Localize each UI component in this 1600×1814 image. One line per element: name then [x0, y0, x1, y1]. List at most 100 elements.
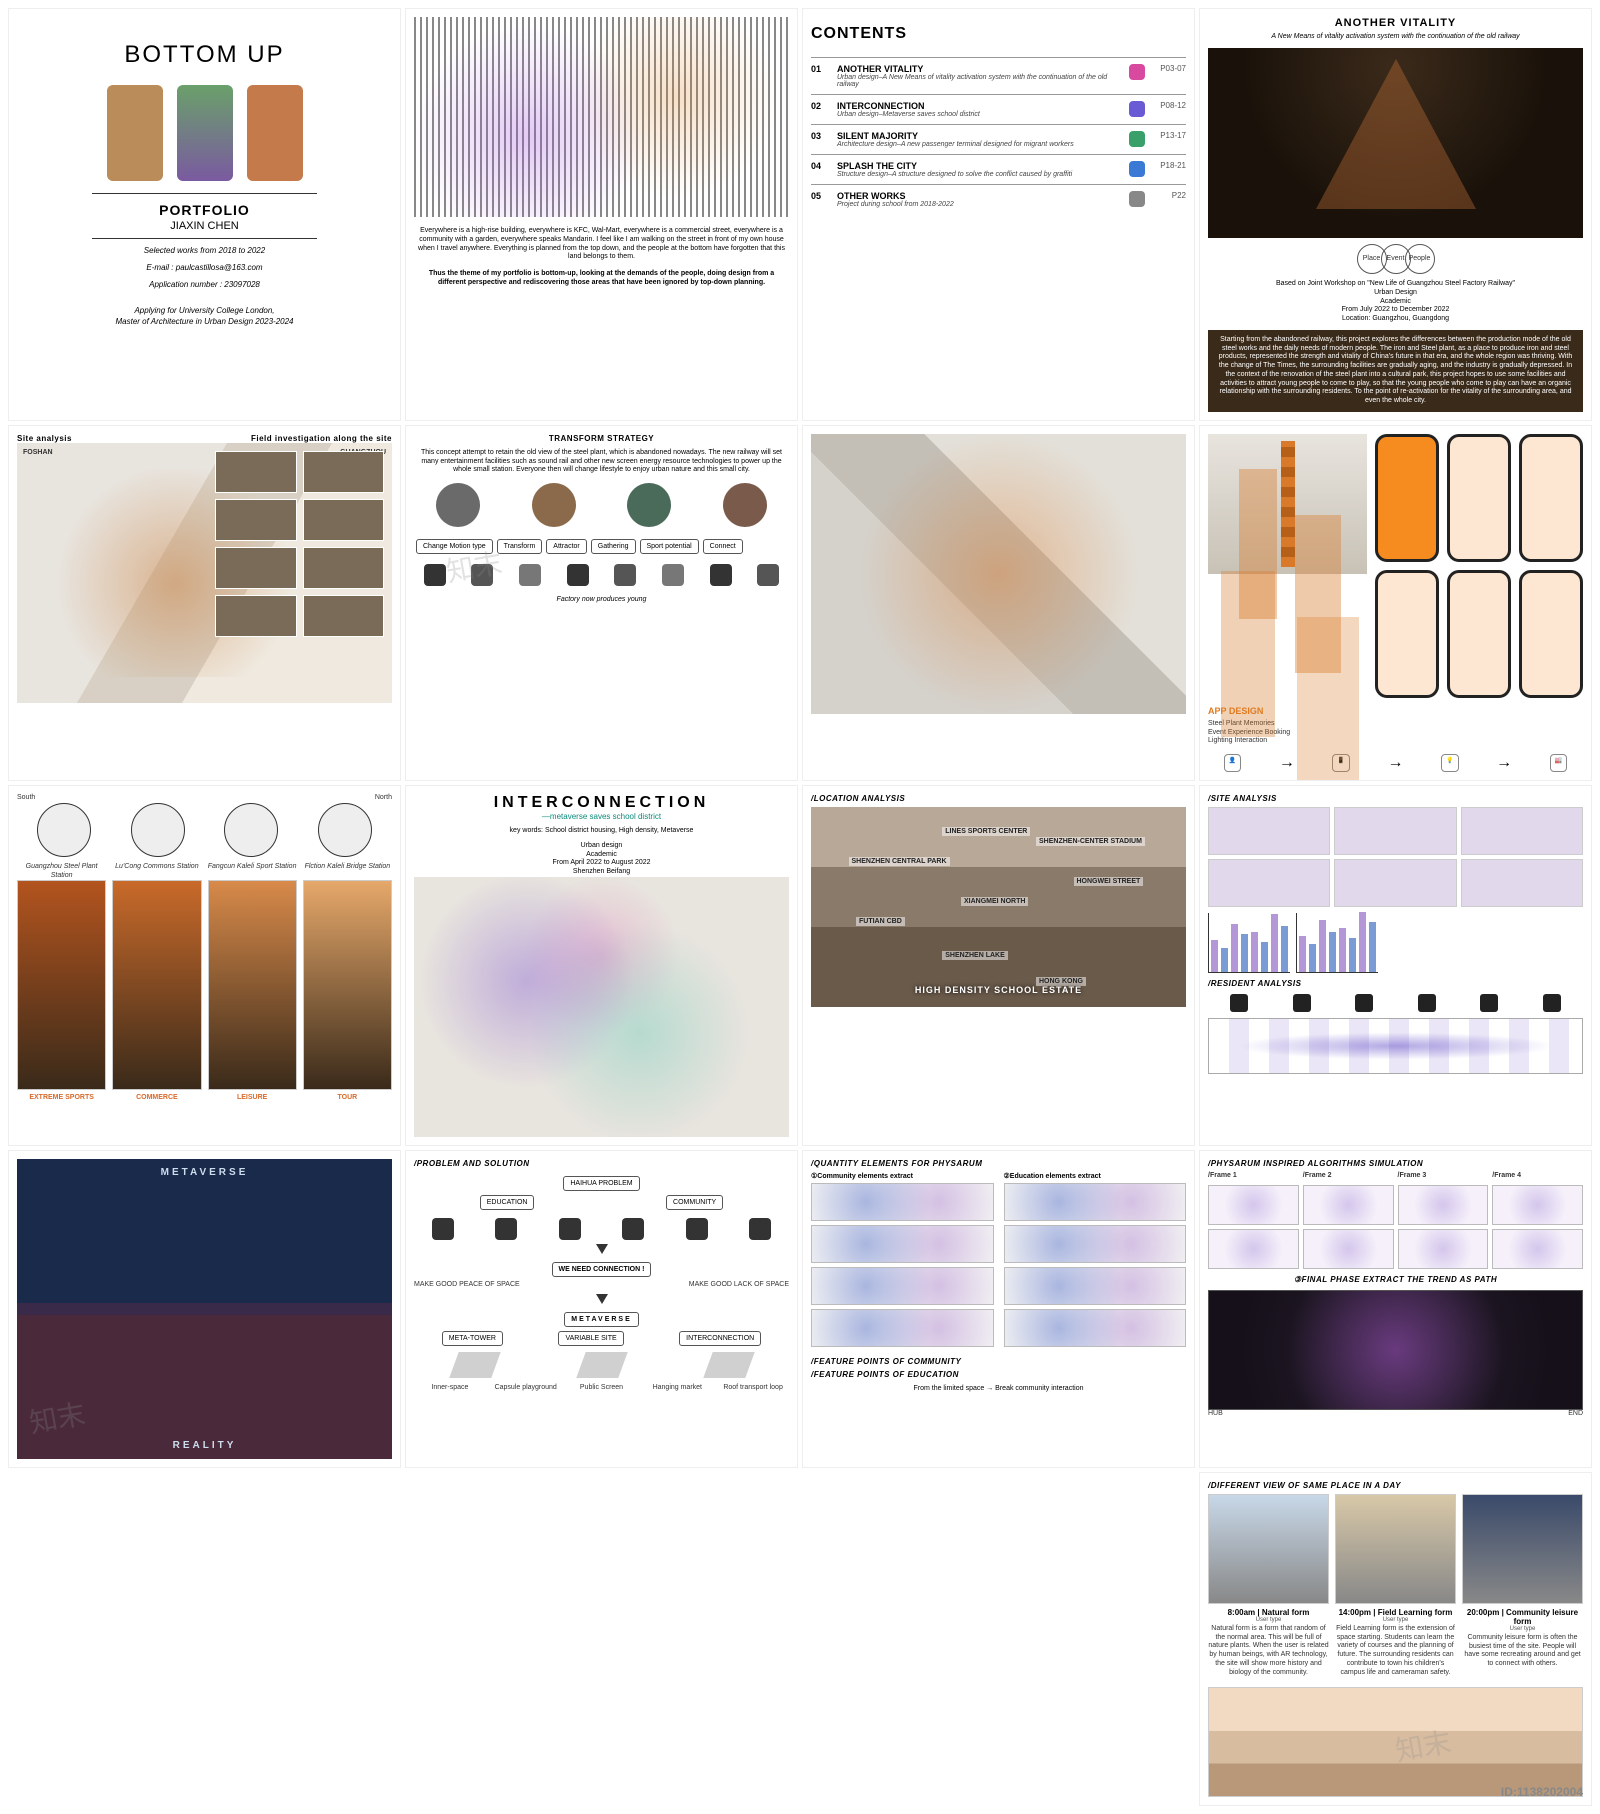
- phase-box: Transform: [497, 539, 543, 554]
- phase-box: Change Motion type: [416, 539, 493, 554]
- bar: [1261, 942, 1268, 972]
- algo-frame: [1492, 1229, 1583, 1269]
- bar: [1251, 932, 1258, 972]
- strip-caption: TOUR: [303, 1094, 392, 1101]
- elem-sample: [811, 1225, 994, 1263]
- cover-apply: Applying for University College London, …: [17, 305, 392, 327]
- another-sub: A New Means of vitality activation syste…: [1208, 33, 1583, 40]
- col-comm: COMMUNITY: [666, 1195, 723, 1210]
- toc-num: 01: [811, 64, 831, 74]
- location-panel: /LOCATION ANALYSIS SHENZHEN CENTRAL PARK…: [802, 785, 1195, 1146]
- phone-mockups: [1375, 434, 1583, 698]
- elem-sample: [1004, 1225, 1187, 1263]
- feat2: /FEATURE POINTS OF EDUCATION: [811, 1370, 1186, 1379]
- quantity-title: /QUANTITY ELEMENTS FOR PHYSARUM: [811, 1159, 1186, 1168]
- algo-frame: [1398, 1229, 1489, 1269]
- field-label: Field investigation along the site: [251, 434, 392, 443]
- inter-meta: Urban design Academic From April 2022 to…: [414, 842, 789, 877]
- resident-icon: [1293, 994, 1311, 1012]
- bar: [1339, 928, 1346, 972]
- toc-desc: Project during school from 2018-2022: [837, 201, 1120, 208]
- toc-title: SILENT MAJORITY: [837, 131, 1120, 141]
- strategy-icon: [662, 564, 684, 586]
- dir-north: North: [375, 794, 392, 803]
- mini-map: [1461, 807, 1583, 855]
- q-col1: ①Community elements extract: [811, 1172, 994, 1180]
- toc-row: 01 ANOTHER VITALITY Urban design–A New M…: [811, 57, 1186, 94]
- strategy-icon: [757, 564, 779, 586]
- app-sec3: Lighting Interaction: [1208, 737, 1583, 746]
- toc-title: INTERCONNECTION: [837, 101, 1120, 111]
- phone-screen: [1447, 570, 1511, 698]
- field-photo: [215, 595, 296, 637]
- flow-node: 👤: [1224, 754, 1241, 772]
- intro-para: Everywhere is a high-rise building, ever…: [414, 227, 789, 262]
- algo-end: END: [1568, 1410, 1583, 1419]
- station-map-icon: [224, 803, 278, 857]
- toc-title: ANOTHER VITALITY: [837, 64, 1120, 74]
- inter-keys: key words: School district housing, High…: [414, 827, 789, 836]
- station-strip: [112, 880, 201, 1090]
- bar: [1299, 936, 1306, 972]
- toc-desc: Architecture design–A new passenger term…: [837, 141, 1120, 148]
- siteA-title: /SITE ANALYSIS: [1208, 794, 1583, 803]
- location-label: LINES SPORTS CENTER: [942, 827, 1030, 836]
- toc-icon: [1129, 64, 1145, 80]
- tod-user: User type: [1335, 1617, 1456, 1623]
- resident-icon: [1418, 994, 1436, 1012]
- tod-item: 8:00am | Natural form User type Natural …: [1208, 1494, 1329, 1678]
- another-credits: Based on Joint Workshop on "New Life of …: [1208, 280, 1583, 324]
- problem-icon: [749, 1218, 771, 1240]
- strategy-icon: [471, 564, 493, 586]
- tod-title: /DIFFERENT VIEW OF SAME PLACE IN A DAY: [1208, 1481, 1583, 1490]
- elem-sample: [1004, 1267, 1187, 1305]
- target-box: VARIABLE SITE: [558, 1331, 623, 1346]
- location-label: SHENZHEN-CENTER STADIUM: [1036, 837, 1145, 846]
- field-photo: [303, 451, 384, 493]
- problem-icon: [686, 1218, 708, 1240]
- phone-screen: [1375, 570, 1439, 698]
- algo-frame: [1303, 1229, 1394, 1269]
- iso-diagram: [449, 1352, 500, 1378]
- frame-label: /Frame 2: [1303, 1172, 1394, 1181]
- iso-caption: Hanging market: [641, 1384, 713, 1393]
- left-note: MAKE GOOD PEACE OF SPACE: [414, 1281, 520, 1290]
- iso-diagram: [576, 1352, 627, 1378]
- quantity-panel: /QUANTITY ELEMENTS FOR PHYSARUM ①Communi…: [802, 1150, 1195, 1468]
- elevation-render: [1208, 1687, 1583, 1797]
- elem-sample: [1004, 1309, 1187, 1347]
- spiral-tower: [1208, 434, 1367, 574]
- toc-desc: Urban design–A New Means of vitality act…: [837, 74, 1120, 88]
- toc-icon: [1129, 161, 1145, 177]
- iso-caption: Public Screen: [566, 1384, 638, 1393]
- metaverse-reality-render: METAVERSE REALITY: [17, 1159, 392, 1459]
- metaverse-reality-panel: METAVERSE REALITY 知末: [8, 1150, 401, 1468]
- strip-caption: LEISURE: [208, 1094, 297, 1101]
- right-note: MAKE GOOD LACK OF SPACE: [689, 1281, 789, 1290]
- cover-thumbs: [17, 85, 392, 181]
- toc-num: 03: [811, 131, 831, 141]
- stations-panel: South North Guangzhou Steel Plant Statio…: [8, 785, 401, 1146]
- bar: [1241, 934, 1248, 972]
- strategy-icon: [710, 564, 732, 586]
- cover-meta-3: Application number : 23097028: [17, 279, 392, 290]
- cover-panel: BOTTOM UP PORTFOLIO JIAXIN CHEN Selected…: [8, 8, 401, 421]
- strategy-icon: [614, 564, 636, 586]
- problem-icon: [622, 1218, 644, 1240]
- id-tag: ID:1138202004: [1501, 1785, 1583, 1799]
- field-photo: [215, 499, 296, 541]
- strategy-icon: [424, 564, 446, 586]
- tod-render: [1335, 1494, 1456, 1604]
- contents-panel: CONTENTS 01 ANOTHER VITALITY Urban desig…: [802, 8, 1195, 421]
- toc-page: P22: [1154, 191, 1186, 200]
- flow-wave-diagram: [1208, 1018, 1583, 1074]
- portfolio-label: PORTFOLIO: [17, 202, 392, 218]
- elem-sample: [1004, 1183, 1187, 1221]
- contents-title: CONTENTS: [811, 25, 1186, 43]
- transform-title: TRANSFORM STRATEGY: [414, 434, 789, 443]
- toc-desc: Urban design–Metaverse saves school dist…: [837, 111, 1120, 118]
- intro-panel: Everywhere is a high-rise building, ever…: [405, 8, 798, 421]
- tod-item: 20:00pm | Community leisure form User ty…: [1462, 1494, 1583, 1678]
- elem-sample: [811, 1267, 994, 1305]
- toc-icon: [1129, 191, 1145, 207]
